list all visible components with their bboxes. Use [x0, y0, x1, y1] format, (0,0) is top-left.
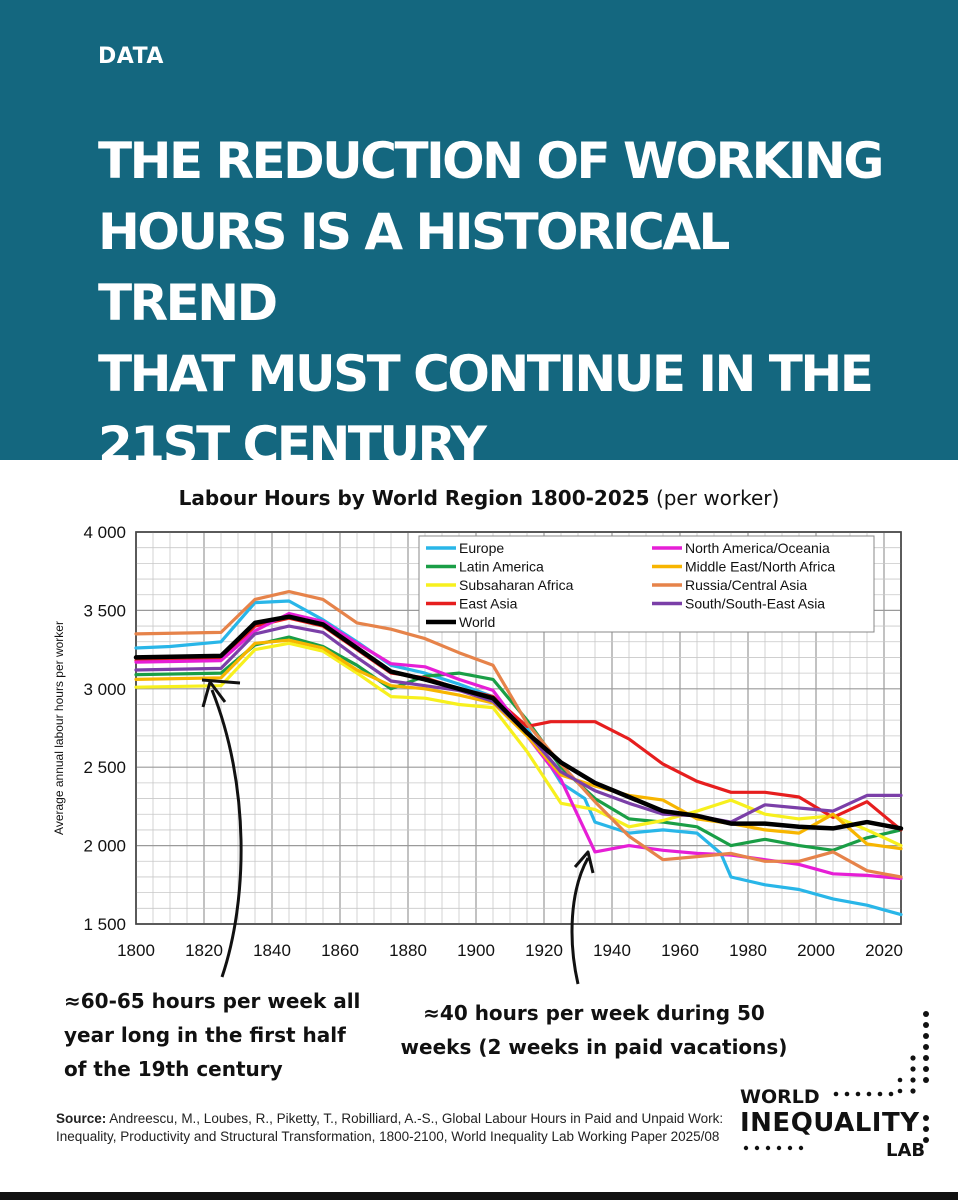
- annotation-arrow-left: [210, 689, 243, 978]
- logo-dot: [923, 1077, 929, 1083]
- legend-box: [418, 535, 875, 633]
- annotation-pointer-left: [201, 678, 241, 685]
- logo-dot: [855, 1091, 861, 1097]
- headline-line: 21ST CENTURY: [98, 416, 487, 474]
- logo-dot: [787, 1145, 793, 1151]
- logo-dot: [833, 1091, 839, 1097]
- section-kicker: DATA: [98, 44, 164, 69]
- logo-dot: [754, 1145, 760, 1151]
- x-tick-label: 1900: [457, 941, 495, 960]
- x-tick-label: 1980: [729, 941, 767, 960]
- chart-title: Labour Hours by World Region 1800-2025 (…: [0, 486, 958, 510]
- x-tick-label: 1880: [389, 941, 427, 960]
- chart-title-suffix: (per worker): [655, 486, 780, 510]
- legend-label: Europe: [459, 540, 504, 556]
- legend-label: North America/Oceania: [685, 540, 830, 556]
- legend-label: Russia/Central Asia: [685, 577, 807, 593]
- x-tick-label: 1840: [253, 941, 291, 960]
- logo-dot: [866, 1091, 872, 1097]
- x-tick-label: 2020: [865, 941, 903, 960]
- y-tick-label: 3 000: [83, 680, 126, 699]
- source-citation: Source: Andreescu, M., Loubes, R., Piket…: [56, 1110, 736, 1146]
- headline-line: THAT MUST CONTINUE IN THE: [98, 345, 874, 403]
- logo-dot: [923, 1137, 929, 1143]
- series-line-subsaharan-africa: [134, 641, 903, 848]
- y-tick-label: 2 000: [83, 837, 126, 856]
- page-headline: THE REDUCTION OF WORKING HOURS IS A HIST…: [98, 126, 918, 481]
- logo-dot: [776, 1145, 782, 1151]
- y-tick-label: 3 500: [83, 601, 126, 620]
- y-tick-label: 2 500: [83, 758, 126, 777]
- logo-dot: [923, 1115, 929, 1121]
- logo-dot: [798, 1145, 804, 1151]
- logo-dot: [923, 1055, 929, 1061]
- annotation-arrowhead-right: [573, 850, 595, 874]
- series-line-middle-east-north-africa: [134, 638, 903, 851]
- logo-dot: [877, 1091, 883, 1097]
- annotation-left: ≈60-65 hours per week all year long in t…: [64, 989, 361, 1081]
- logo-line-3: LAB: [886, 1140, 926, 1161]
- legend-label: South/South-East Asia: [685, 596, 825, 612]
- bottom-bar: [0, 1192, 958, 1200]
- logo-dot: [910, 1055, 916, 1061]
- x-tick-label: 1800: [117, 941, 155, 960]
- legend-label: Middle East/North Africa: [685, 559, 835, 575]
- source-label: Source:: [56, 1111, 107, 1126]
- world-inequality-lab-logo: WORLD INEQUALITY LAB: [740, 1008, 940, 1168]
- logo-dot: [923, 1044, 929, 1050]
- headline-line: HOURS IS A HISTORICAL TREND: [98, 203, 730, 332]
- logo-dot: [897, 1088, 903, 1094]
- x-tick-label: 2000: [797, 941, 835, 960]
- logo-line-2: INEQUALITY: [740, 1108, 920, 1138]
- series-line-world: [133, 614, 904, 831]
- y-axis-label: Average annual labour hours per worker: [52, 621, 66, 835]
- y-tick-label: 4 000: [83, 523, 126, 542]
- chart-title-main: Labour Hours by World Region 1800-2025: [178, 486, 650, 510]
- logo-dot: [923, 1126, 929, 1132]
- legend-label: Subsaharan Africa: [459, 577, 574, 593]
- x-tick-label: 1920: [525, 941, 563, 960]
- source-text: Andreescu, M., Loubes, R., Piketty, T., …: [56, 1111, 724, 1144]
- logo-line-1: WORLD: [740, 1086, 820, 1108]
- logo-dot: [923, 1033, 929, 1039]
- legend: Europe Latin America Subsaharan Africa East…: [418, 535, 875, 633]
- header-banner: DATA THE REDUCTION OF WORKING HOURS IS A…: [0, 0, 958, 474]
- logo-dot: [910, 1066, 916, 1072]
- logo-dot: [923, 1066, 929, 1072]
- y-tick-label: 1 500: [83, 915, 126, 934]
- logo-dot: [743, 1145, 749, 1151]
- x-tick-label: 1860: [321, 941, 359, 960]
- legend-label: World: [459, 614, 495, 630]
- logo-dot: [765, 1145, 771, 1151]
- x-tick-label: 1820: [185, 941, 223, 960]
- logo-dot: [923, 1022, 929, 1028]
- x-tick-label: 1960: [661, 941, 699, 960]
- legend-label: Latin America: [459, 559, 544, 575]
- plot-frame: [135, 531, 902, 925]
- legend-label: East Asia: [459, 596, 518, 612]
- x-tick-label: 1940: [593, 941, 631, 960]
- logo-dot: [897, 1077, 903, 1083]
- logo-dot: [910, 1077, 916, 1083]
- logo-dot: [910, 1088, 916, 1094]
- annotation-right: ≈40 hours per week during 50 weeks (2 we…: [400, 1001, 788, 1059]
- headline-line: THE REDUCTION OF WORKING: [98, 132, 884, 190]
- logo-dots-icon: [743, 1011, 929, 1151]
- annotation-arrow-right: [570, 857, 590, 985]
- logo-dot: [844, 1091, 850, 1097]
- series-line-russia-central-asia: [134, 590, 903, 879]
- logo-dot: [888, 1091, 894, 1097]
- logo-dot: [923, 1011, 929, 1017]
- series-line-south-south-east-asia: [134, 624, 903, 824]
